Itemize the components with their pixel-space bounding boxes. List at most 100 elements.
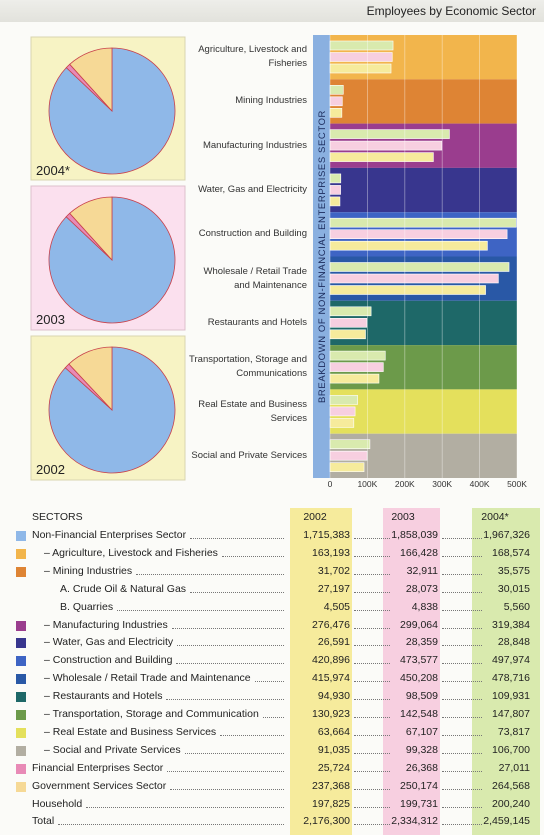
leader [354,699,390,701]
cell-value: 28,073 [405,582,438,595]
leader [442,734,482,736]
row-label: A. Crude Oil & Natural Gas [60,582,187,595]
leader [354,591,390,593]
cell-value: 4,505 [323,600,350,613]
pie-slice [69,47,113,113]
cell-value: 5,560 [503,600,530,613]
swatch [16,620,26,631]
leader [354,555,390,557]
category-band [330,79,517,124]
cell-value: 99,328 [405,743,438,756]
axis-strip [313,35,330,478]
cell-value: 473,577 [400,654,438,667]
bar [329,395,358,405]
bar [329,373,380,384]
leader [354,573,390,575]
table-row: A. Crude Oil & Natural Gas 27,197 28,073 30… [0,581,544,599]
leader [171,627,284,629]
axis-label: BREAKDOWN OF NON-FINANCIAL ENTERPRISES S… [317,110,328,403]
cell-value: 147,807 [492,708,530,720]
charts: BREAKDOWN OF NON-FINANCIAL ENTERPRISES S… [30,35,518,481]
leader [170,788,284,790]
swatch [16,710,26,720]
bar [329,140,443,151]
pie-slice [69,196,113,262]
leader [220,734,284,736]
bar [329,262,510,272]
cell-value: 166,428 [400,546,438,559]
bar [329,317,368,328]
leader [442,699,482,701]
cell-value: 450,208 [400,672,438,685]
table-row: Household 197,825 199,731 200,240 [0,796,544,814]
cell-value: 199,731 [400,797,438,810]
swatch [16,531,26,541]
leader [442,681,482,683]
bar [329,52,393,62]
table-row: Total 2,176,300 2,334,312 2,459,145 [0,813,544,831]
leader [442,770,482,772]
cell-value: 26,591 [317,636,350,649]
bar [329,285,486,295]
cell-value: 28,848 [497,636,530,649]
bar [329,196,341,207]
leader [442,663,482,665]
cell-value: 2,334,312 [391,815,438,828]
swatch [16,781,26,792]
category-label: Restaurants and Hotels [207,316,307,328]
cell-value: 420,896 [312,654,350,667]
leader [354,770,390,772]
x-tick-label: 300K [432,479,453,489]
category-label: Water, Gas and Electricity [198,184,307,196]
bar [329,96,343,107]
cell-value: 276,476 [312,618,350,631]
table-row: – Social and Private Services 91,035 99,32… [0,742,544,760]
category-label: Construction and Building [198,228,307,240]
cell-value: 98,509 [405,690,438,703]
leader [442,717,482,718]
leader [254,681,284,683]
leader [354,806,390,808]
bar [329,217,517,228]
row-label: Household [32,797,83,810]
bar [329,439,371,450]
pie-year: 2004* [36,163,70,178]
swatch [16,763,26,774]
bar [329,185,341,195]
bar [329,406,356,417]
leader [86,806,284,808]
x-tick-label: 400K [469,479,490,489]
x-tick-label: 0 [327,479,333,489]
swatch [16,727,26,738]
leader [354,627,390,629]
category-band [330,167,517,213]
leader [354,734,390,736]
category-label: Mining Industries [235,95,307,107]
pie-year: 2003 [36,312,65,327]
cell-value: 63,664 [317,725,350,738]
leader [442,591,482,593]
leader [442,609,482,611]
swatch [16,638,26,649]
table-row: – Wholesale / Retail Trade and Maintenan… [0,670,544,688]
leader [354,717,390,718]
leader [354,752,390,754]
column-header: 2003 [391,511,415,523]
cell-value: 130,923 [312,708,350,720]
leader [442,538,482,539]
leader [136,573,284,575]
cell-value: 2,459,145 [483,815,530,828]
row-label: – Transportation, Storage and Communicat… [44,708,259,720]
leader [354,824,390,826]
leader [354,609,390,611]
table-row: – Agriculture, Livestock and Fisheries 16… [0,545,544,563]
leader [442,573,482,575]
table-row: – Restaurants and Hotels 94,930 98,509 109,… [0,688,544,706]
pie-slice [68,346,113,412]
cell-value: 163,193 [312,546,350,559]
x-tick-label: 500K [507,479,527,489]
leader [442,806,482,808]
swatch [16,656,26,667]
cell-value: 319,384 [492,618,530,631]
bar [329,450,368,461]
